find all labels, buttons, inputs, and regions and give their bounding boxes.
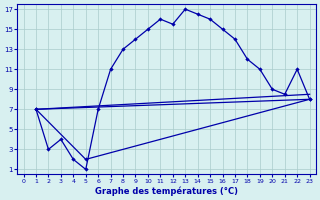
X-axis label: Graphe des températures (°C): Graphe des températures (°C) [95, 186, 238, 196]
